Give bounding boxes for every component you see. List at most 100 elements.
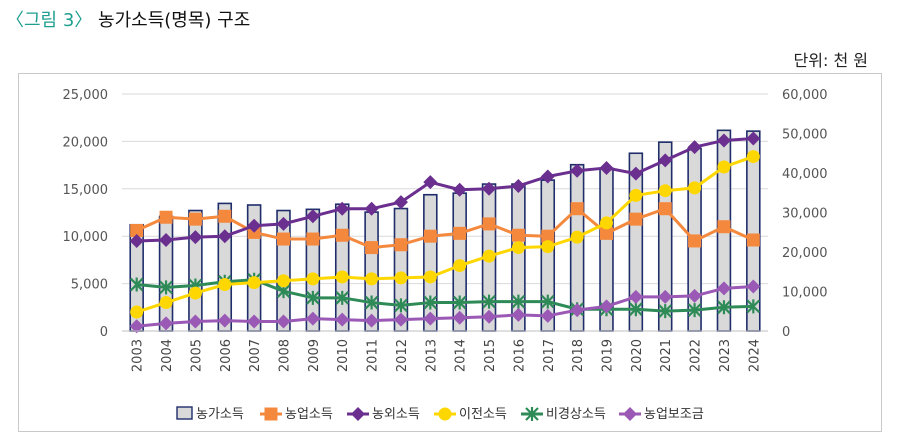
x-tick-label: 2005: [189, 339, 204, 372]
point-농업보조금-2012: [393, 312, 408, 327]
point-이전소득-2003: [130, 305, 144, 319]
point-농외소득-2018: [570, 163, 585, 178]
point-농업보조금-2006: [217, 313, 232, 328]
bar-2005: [188, 209, 203, 332]
point-농외소득-2021: [658, 153, 673, 168]
legend-label: 농업소득: [285, 407, 333, 422]
x-tick-label: 2013: [424, 339, 439, 372]
figure-title: 〈그림 3〉 농가소득(명목) 구조: [6, 6, 250, 32]
point-농업보조금-2004: [159, 316, 174, 331]
point-농업소득-2013: [423, 229, 437, 243]
legend-label: 농가소득: [196, 407, 244, 422]
point-농업보조금-2005: [188, 314, 203, 329]
legend-item-이전소득: 이전소득: [434, 407, 507, 422]
point-비경상소득-2013: [423, 295, 438, 310]
point-농업소득-2022: [688, 234, 702, 248]
point-농외소득-2005: [188, 230, 203, 245]
point-이전소득-2008: [277, 274, 290, 288]
point-농업소득-2021: [658, 202, 672, 216]
point-농업소득-2004: [159, 210, 173, 224]
point-비경상소득-2016: [511, 294, 526, 309]
point-이전소득-2022: [688, 181, 702, 195]
point-농업보조금-2024: [746, 279, 761, 294]
point-이전소득-2006: [218, 278, 232, 292]
line-비경상소득: [136, 278, 754, 313]
legend-marker: [438, 407, 452, 421]
series-농업소득: [130, 202, 760, 255]
point-농업소득-2017: [541, 229, 555, 243]
point-농업보조금-2013: [423, 311, 438, 326]
point-비경상소득-2020: [629, 302, 643, 317]
x-tick-label: 2012: [395, 339, 410, 372]
legend-label: 비경상소득: [546, 407, 606, 422]
point-농외소득-2016: [511, 178, 526, 193]
x-tick-label: 2004: [160, 339, 175, 372]
y-right-tick-label: 20,000: [782, 246, 828, 261]
unit-label: 단위: 천 원: [793, 51, 868, 70]
point-농외소득-2008: [276, 216, 291, 231]
point-비경상소득-2023: [717, 300, 731, 315]
point-이전소득-2014: [453, 259, 467, 273]
point-농외소득-2013: [423, 175, 438, 190]
point-농업소득-2005: [188, 212, 202, 226]
y-right-tick-label: 30,000: [782, 207, 828, 222]
y-left-tick-label: 20,000: [63, 135, 109, 150]
point-이전소득-2009: [306, 272, 320, 286]
point-농업보조금-2010: [335, 312, 350, 327]
point-농업보조금-2017: [540, 308, 555, 323]
point-비경상소득-2014: [452, 295, 467, 310]
y-left-axis: 0 5,000 10,000 15,000 20,000 25,000: [63, 88, 109, 340]
legend-marker: [351, 407, 365, 421]
point-이전소득-2015: [482, 249, 496, 263]
x-tick-label: 2019: [601, 339, 616, 372]
x-tick-label: 2021: [659, 339, 674, 372]
point-비경상소득-2017: [540, 294, 555, 309]
y-right-tick-label: 0: [782, 325, 790, 340]
point-농외소득-2009: [305, 209, 320, 224]
series-농외소득: [129, 131, 761, 248]
point-비경상소득-2021: [658, 304, 673, 319]
x-tick-label: 2014: [454, 339, 469, 372]
y-left-tick-label: 10,000: [63, 230, 109, 245]
legend-marker: [525, 407, 539, 421]
point-농업보조금-2020: [628, 289, 643, 304]
legend-item-농외소득: 농외소득: [347, 407, 420, 422]
x-tick-label: 2015: [483, 339, 498, 372]
y-left-tick-label: 15,000: [63, 183, 109, 198]
legend-swatch: [176, 406, 193, 420]
line-series: [129, 131, 761, 334]
x-tick-label: 2017: [542, 339, 557, 372]
x-tick-label: 2003: [131, 339, 146, 372]
x-tick-label: 2006: [219, 339, 234, 372]
legend-item-농가소득: 농가소득: [176, 406, 244, 422]
y-right-tick-label: 50,000: [782, 128, 828, 143]
y-right-tick-label: 10,000: [782, 286, 828, 301]
point-이전소득-2011: [365, 272, 379, 286]
point-이전소득-2018: [570, 230, 584, 244]
point-비경상소득-2009: [306, 290, 320, 305]
x-tick-label: 2016: [512, 339, 527, 372]
point-농업소득-2020: [629, 212, 643, 226]
point-이전소득-2012: [394, 271, 408, 285]
legend-label: 농업보조금: [644, 407, 704, 422]
x-tick-label: 2010: [336, 339, 351, 372]
point-농업소득-2018: [570, 202, 584, 216]
y-right-tick-label: 60,000: [782, 88, 828, 103]
legend: 농가소득 농업소득 농외소득 이전소득 비경상소득 농업보조금: [176, 406, 704, 422]
point-농외소득-2020: [628, 166, 643, 181]
y-left-tick-label: 5,000: [71, 278, 108, 293]
point-이전소득-2013: [423, 270, 437, 284]
point-농업보조금-2015: [482, 309, 497, 324]
point-농업소득-2023: [717, 220, 731, 234]
chart-frame: [18, 73, 882, 432]
point-농업보조금-2018: [570, 303, 585, 318]
point-농업보조금-2014: [452, 310, 467, 325]
series-농업보조금: [129, 279, 761, 334]
point-비경상소득-2003: [129, 277, 144, 292]
point-농외소득-2017: [540, 169, 555, 184]
point-비경상소득-2012: [394, 298, 408, 313]
point-농업소득-2011: [365, 241, 379, 255]
legend-marker: [623, 407, 637, 421]
point-이전소득-2017: [541, 240, 555, 254]
